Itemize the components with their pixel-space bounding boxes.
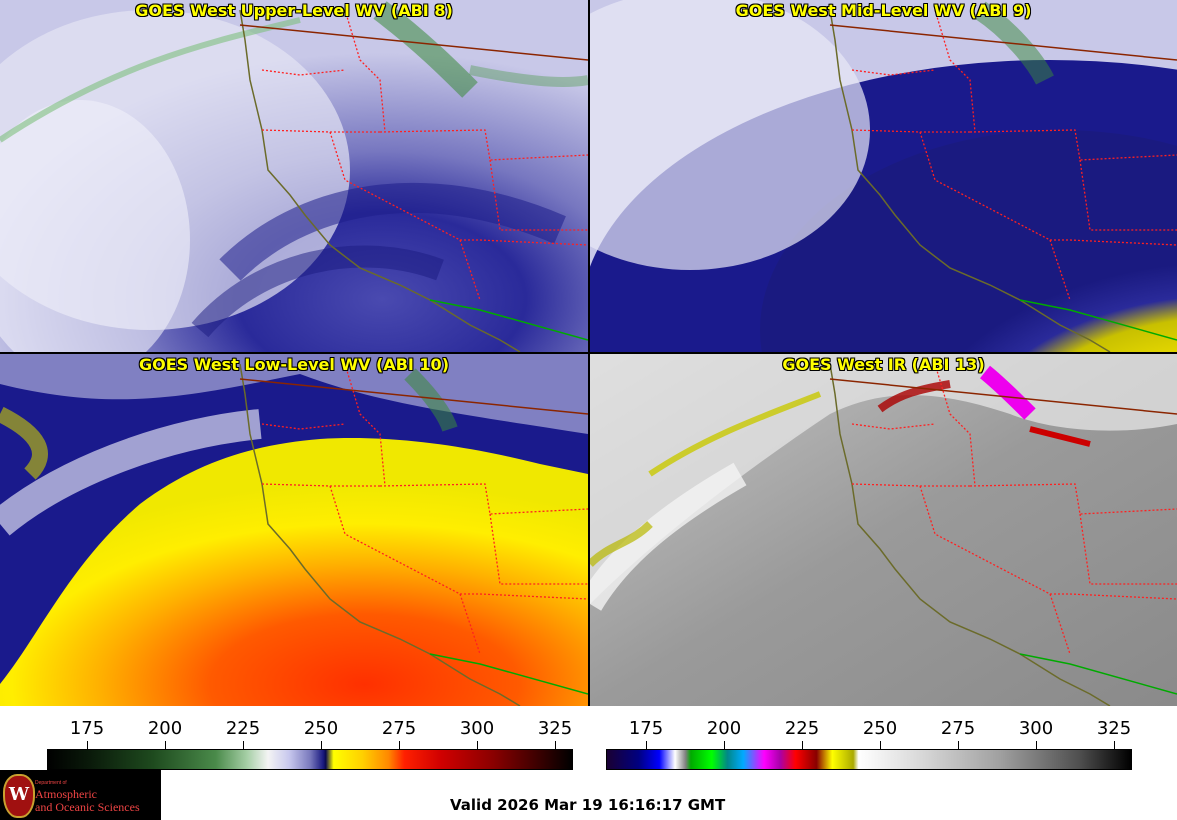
panel-title: GOES West Mid-Level WV (ABI 9) [735,1,1032,20]
colorbar-tick [321,741,322,749]
upper-level-wv-image [0,0,588,352]
uw-aos-logo: W Department of Atmospheric and Oceanic … [0,770,161,820]
logo-line1: Atmospheric [35,787,97,801]
colorbar-tick-label: 325 [537,718,573,739]
colorbar-tick-label: 300 [1018,718,1054,739]
colorbar-tick-label: 225 [784,718,820,739]
infrared-colorbar [606,749,1132,770]
panel-title: GOES West Upper-Level WV (ABI 8) [135,1,453,20]
colorbar-tick-label: 300 [459,718,495,739]
upper-level-wv-panel: GOES West Upper-Level WV (ABI 8) [0,0,588,352]
infrared-panel: GOES West IR (ABI 13) [590,354,1177,706]
panel-title: GOES West IR (ABI 13) [782,355,985,374]
uw-seal-icon: W [3,774,35,818]
map-overlay [829,9,1177,352]
mid-level-wv-panel: GOES West Mid-Level WV (ABI 9) [590,0,1177,352]
colorbar-tick [802,741,803,749]
colorbar-tick-label: 175 [628,718,664,739]
map-overlay [239,9,588,352]
colorbar-tick-label: 225 [225,718,261,739]
mid-level-wv-image [590,0,1177,352]
colorbar-tick-label: 200 [147,718,183,739]
colorbar-tick-label: 275 [940,718,976,739]
colorbar-tick [646,741,647,749]
low-level-wv-panel: GOES West Low-Level WV (ABI 10) [0,354,588,706]
colorbar-tick [399,741,400,749]
water-vapor-colorbar [47,749,573,770]
colorbar-tick-label: 250 [862,718,898,739]
colorbar-tick [243,741,244,749]
colorbar-tick-label: 200 [706,718,742,739]
colorbar-tick-label: 250 [303,718,339,739]
logo-department: Department of [35,780,67,786]
colorbar-tick [1036,741,1037,749]
low-level-wv-image [0,354,588,706]
logo-line2: and Oceanic Sciences [35,800,140,814]
map-overlay [829,363,1177,706]
colorbar-tick [87,741,88,749]
panel-divider-horizontal [0,352,1177,354]
colorbar-tick-label: 275 [381,718,417,739]
colorbar-tick [958,741,959,749]
colorbar-tick-label: 325 [1096,718,1132,739]
colorbar-tick [880,741,881,749]
colorbar-tick [555,741,556,749]
colorbar-tick [1114,741,1115,749]
infrared-image [590,354,1177,706]
colorbar-tick [165,741,166,749]
valid-time: Valid 2026 Mar 19 16:16:17 GMT [450,796,726,814]
panel-title: GOES West Low-Level WV (ABI 10) [138,355,449,374]
colorbar-tick [724,741,725,749]
colorbar-tick [477,741,478,749]
colorbar-tick-label: 175 [69,718,105,739]
map-overlay [239,363,588,706]
